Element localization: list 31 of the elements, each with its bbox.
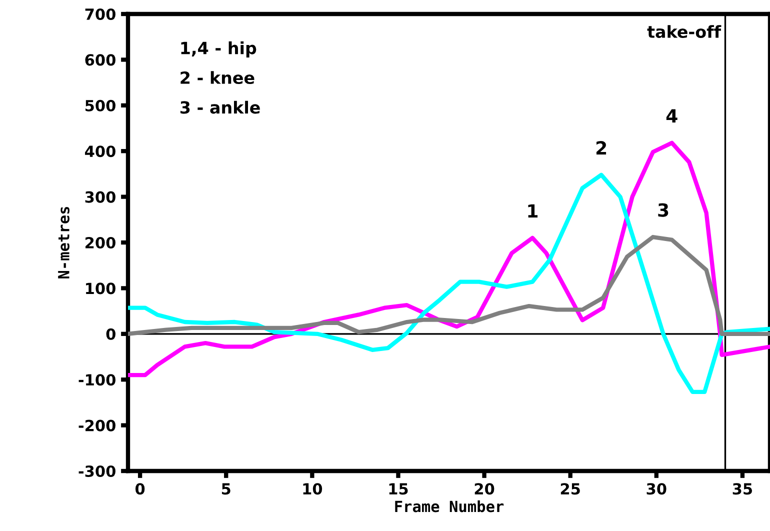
annotation: 3 [658, 203, 668, 217]
y-tick-label: 100 [86, 282, 116, 294]
y-tick-label: -300 [78, 465, 116, 478]
y-tick-label: 500 [85, 100, 116, 112]
x-tick-label: 30 [646, 483, 666, 495]
x-tick-label: 0 [135, 483, 145, 495]
x-tick-label: 35 [732, 483, 752, 495]
annotation: 3 - ankle [180, 100, 260, 114]
x-tick-label: 5 [222, 483, 230, 495]
y-tick-label: 0 [106, 328, 116, 340]
x-tick-label: 15 [389, 483, 408, 495]
line-series [128, 172, 770, 394]
y-tick-label: -200 [78, 420, 116, 432]
y-tick-label: 600 [85, 54, 116, 66]
y-tick-label: -100 [78, 374, 116, 386]
x-tick-label: 25 [560, 483, 580, 495]
ref-line-label: take-off [647, 25, 722, 38]
x-tick-label: 20 [474, 483, 494, 495]
annotation: 1,4 - hip [181, 41, 256, 58]
x-axis-title: Frame Number [395, 500, 504, 512]
y-tick-label: 300 [85, 191, 116, 203]
annotation: 2 [596, 141, 606, 154]
y-tick-label: 200 [86, 236, 116, 249]
line-series [128, 234, 770, 336]
annotation: 2 - knee [180, 71, 254, 84]
y-tick-label: 700 [85, 8, 116, 20]
x-tick-label: 10 [303, 483, 322, 495]
annotation: 4 [666, 109, 678, 122]
y-axis-title: N-metres [58, 206, 70, 278]
y-tick-label: 400 [84, 146, 116, 158]
annotation: 1 [528, 204, 538, 218]
